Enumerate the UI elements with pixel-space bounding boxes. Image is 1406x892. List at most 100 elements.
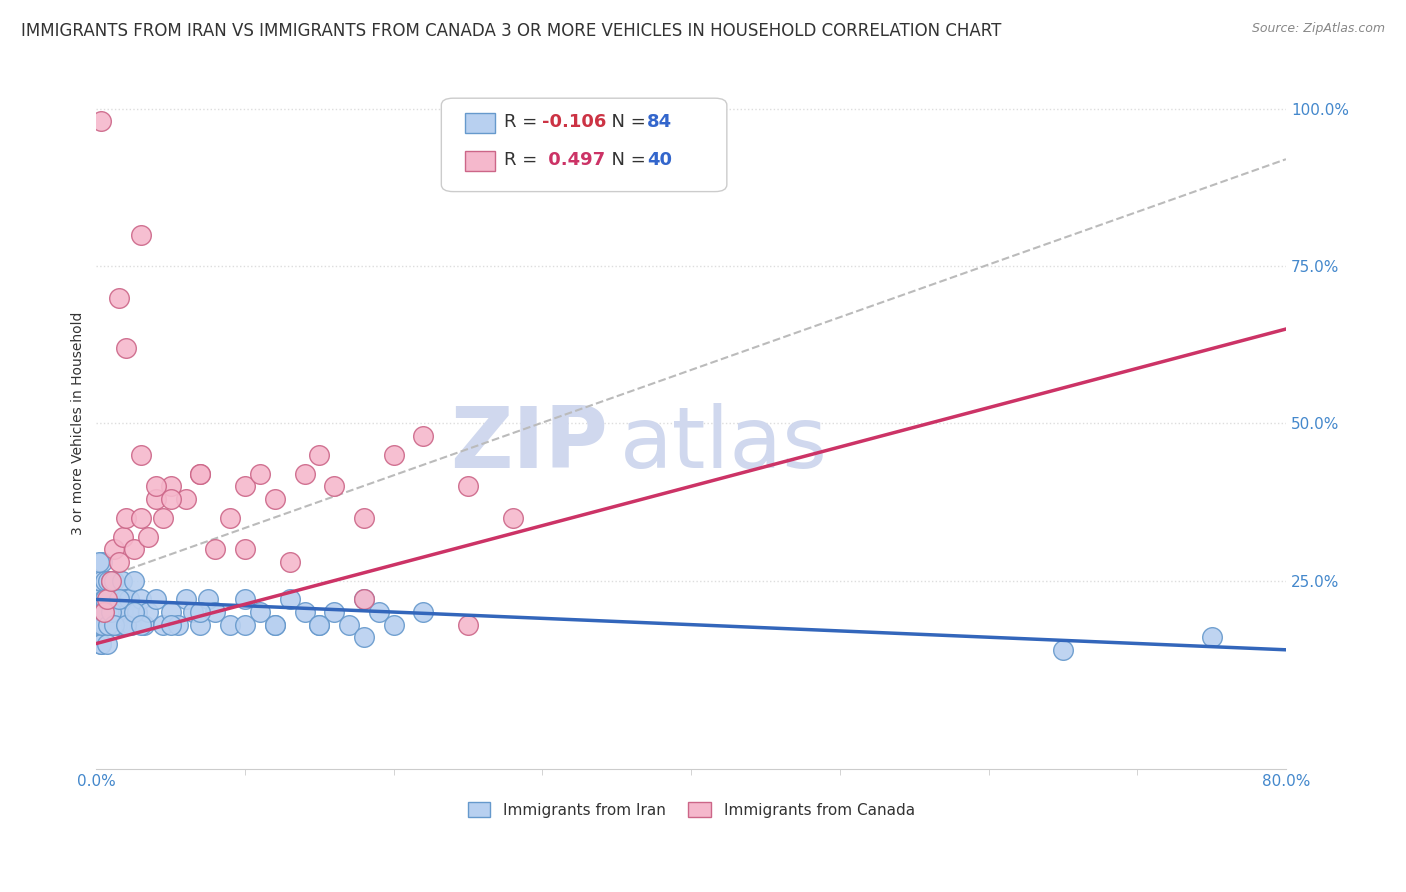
FancyBboxPatch shape [465,113,495,133]
Point [91,617,114,632]
Point [219,510,242,524]
Point [97,617,120,632]
Point [103,617,125,632]
Point [308,448,330,462]
Point [111,574,134,588]
Point [90,636,112,650]
Point [107,605,129,619]
Point [94,574,117,588]
Point [294,605,316,619]
Point [233,592,256,607]
Point [100,574,122,588]
Point [93,605,115,619]
Point [93,592,115,607]
Point [90,574,112,588]
Text: atlas: atlas [620,402,828,485]
Point [233,617,256,632]
Point [1201,630,1223,644]
Point [115,617,138,632]
Point [263,617,285,632]
Point [105,617,128,632]
Point [90,636,112,650]
Point [367,605,389,619]
Point [115,341,138,355]
Point [263,617,285,632]
Point [353,592,375,607]
Point [90,114,112,128]
Point [152,617,174,632]
Point [93,617,115,632]
Point [159,491,181,506]
Point [100,574,122,588]
Point [91,555,114,569]
Point [101,605,124,619]
Point [190,617,212,632]
Point [108,617,131,632]
Point [122,574,145,588]
Point [249,605,271,619]
Point [107,291,129,305]
Point [91,605,114,619]
Point [308,617,330,632]
Point [145,592,167,607]
Point [190,467,212,481]
Point [174,592,197,607]
Point [125,605,148,619]
Point [145,491,167,506]
Point [107,592,129,607]
Point [117,605,139,619]
Point [98,605,121,619]
Point [93,605,115,619]
Point [87,605,110,619]
Point [204,605,226,619]
Point [122,542,145,557]
Point [159,605,181,619]
Point [337,617,360,632]
Point [219,617,242,632]
Point [114,592,136,607]
Point [107,555,129,569]
Point [323,605,346,619]
Point [204,542,226,557]
Point [98,592,121,607]
Point [159,617,181,632]
Point [104,592,127,607]
Point [159,479,181,493]
Point [197,592,219,607]
Point [263,491,285,506]
Point [96,592,118,607]
Point [353,630,375,644]
Point [129,510,152,524]
Point [96,592,118,607]
Point [100,592,122,607]
Point [353,510,375,524]
Point [1052,642,1074,657]
Point [457,617,479,632]
Point [502,510,524,524]
Point [94,617,117,632]
Point [112,530,135,544]
Point [112,605,135,619]
Text: R =: R = [505,152,543,169]
Point [278,555,301,569]
Point [382,448,405,462]
Point [103,542,125,557]
Point [233,542,256,557]
Y-axis label: 3 or more Vehicles in Household: 3 or more Vehicles in Household [72,311,86,535]
Point [115,617,138,632]
Point [353,592,375,607]
Point [103,605,125,619]
Point [120,617,142,632]
Point [96,605,118,619]
Point [181,605,204,619]
Point [174,491,197,506]
Point [89,555,111,569]
Point [122,605,145,619]
Text: Source: ZipAtlas.com: Source: ZipAtlas.com [1251,22,1385,36]
Point [278,592,301,607]
Text: IMMIGRANTS FROM IRAN VS IMMIGRANTS FROM CANADA 3 OR MORE VEHICLES IN HOUSEHOLD C: IMMIGRANTS FROM IRAN VS IMMIGRANTS FROM … [21,22,1001,40]
Point [145,479,167,493]
Point [93,605,115,619]
Point [233,479,256,493]
Text: 40: 40 [647,152,672,169]
